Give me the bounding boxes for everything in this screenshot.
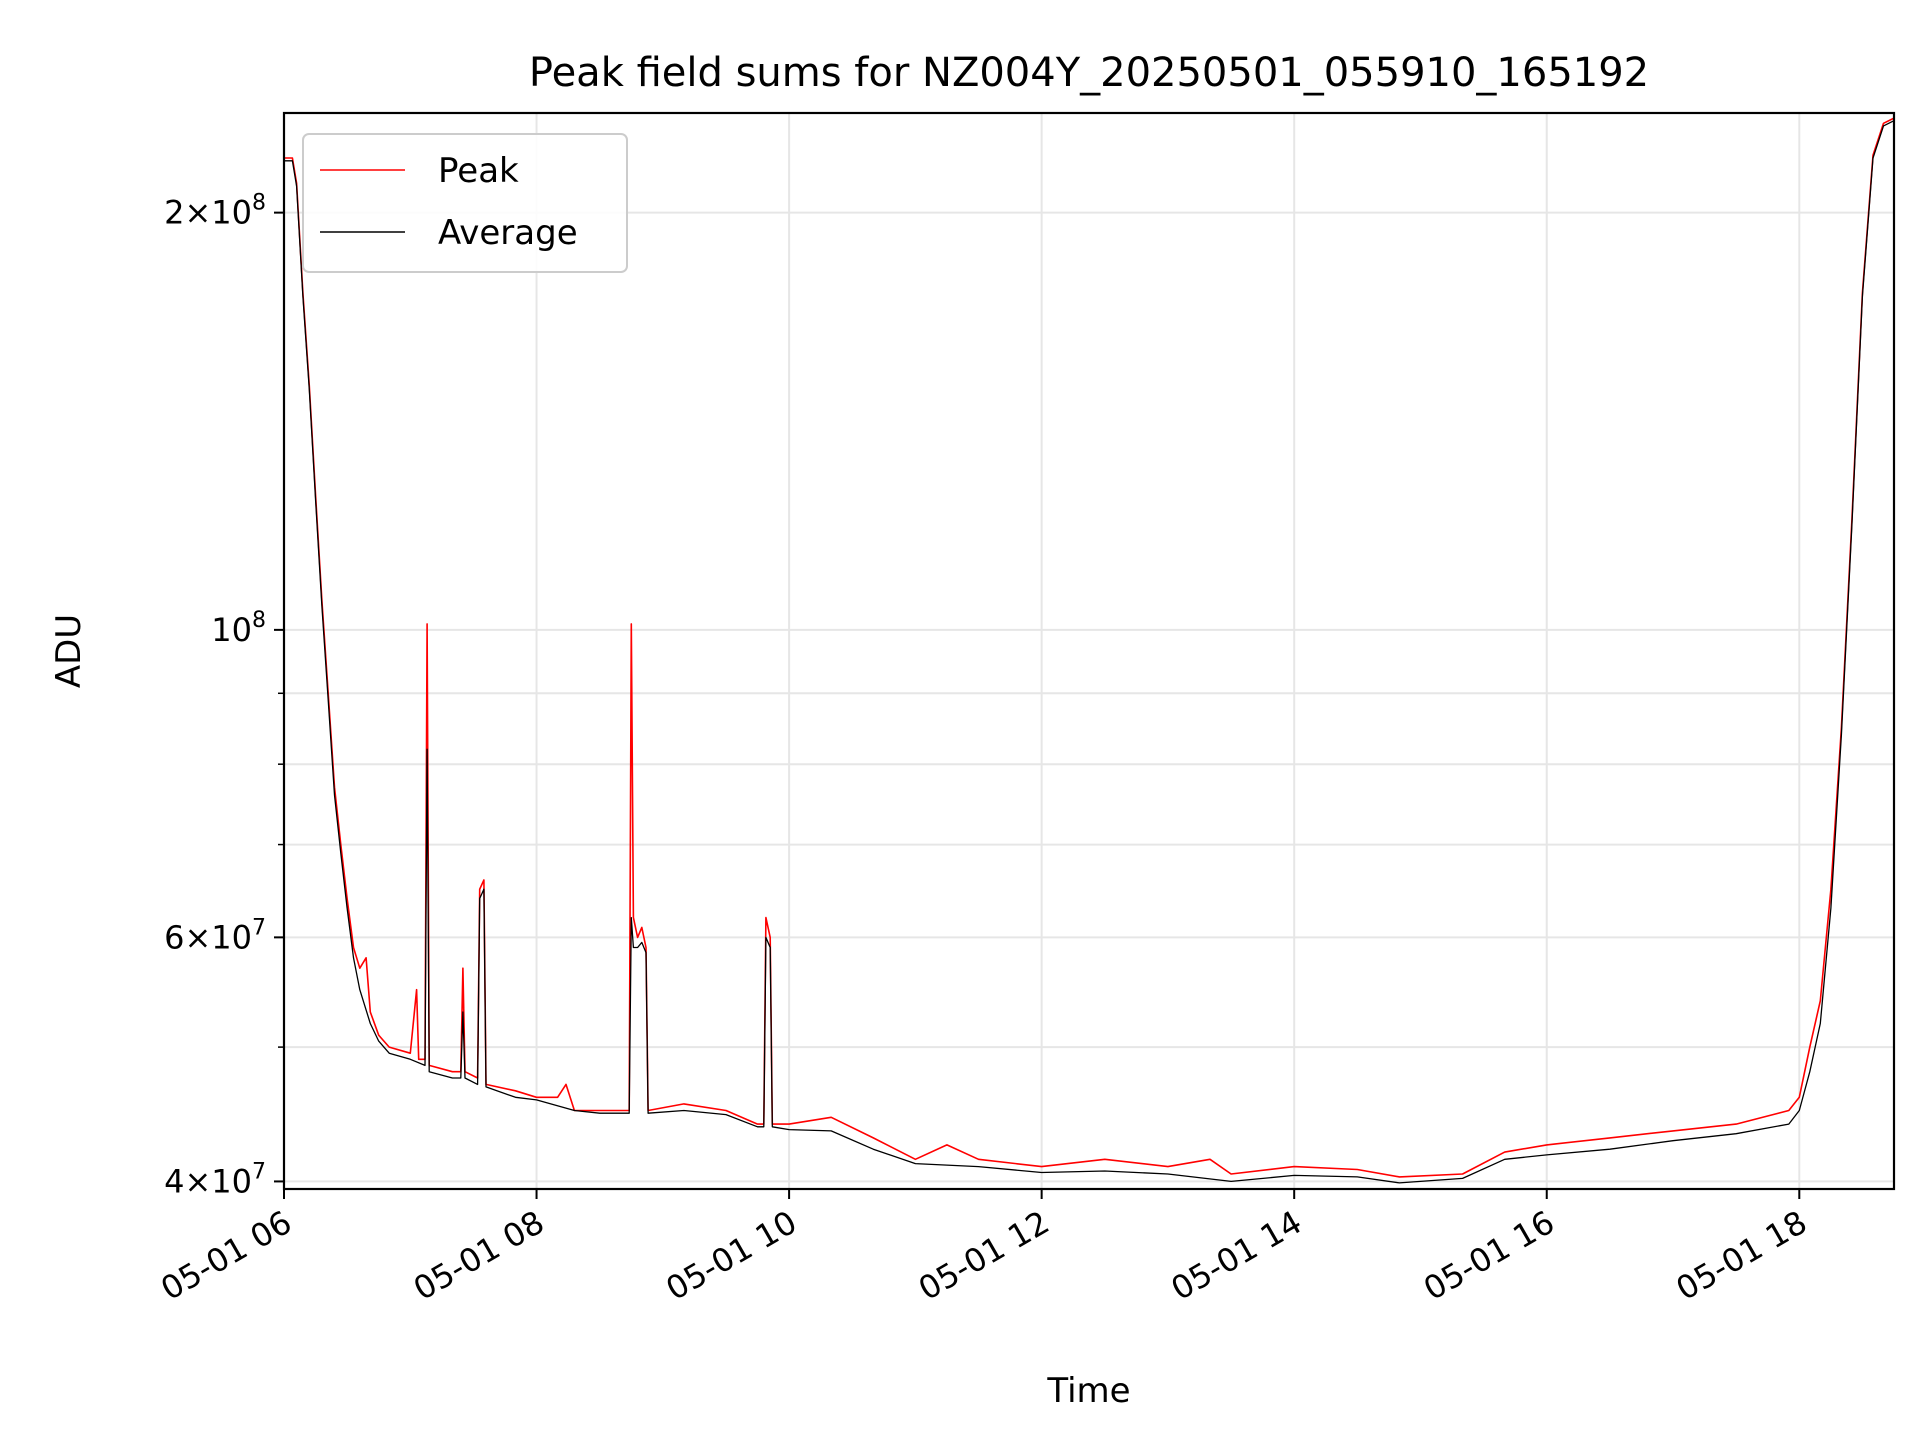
legend-box (302, 133, 628, 273)
legend-label-peak: Peak (438, 151, 519, 191)
y-tick-label: 4×107 (164, 1159, 266, 1200)
y-tick-label: 6×107 (164, 915, 266, 956)
series-layer (284, 117, 1895, 1184)
y-tick-label: 2×108 (164, 191, 266, 232)
y-axis-label: ADU (49, 614, 89, 688)
plot-frame (282, 111, 1896, 1191)
legend: Peak Average (302, 133, 628, 273)
series-line-peak (284, 117, 1895, 1178)
y-tick-label: 108 (211, 608, 266, 649)
series-line-average (284, 120, 1895, 1184)
chart-title: Peak field sums for NZ004Y_20250501_0559… (529, 50, 1649, 96)
legend-label-average: Average (438, 213, 578, 253)
x-axis-label: Time (1046, 1371, 1130, 1411)
